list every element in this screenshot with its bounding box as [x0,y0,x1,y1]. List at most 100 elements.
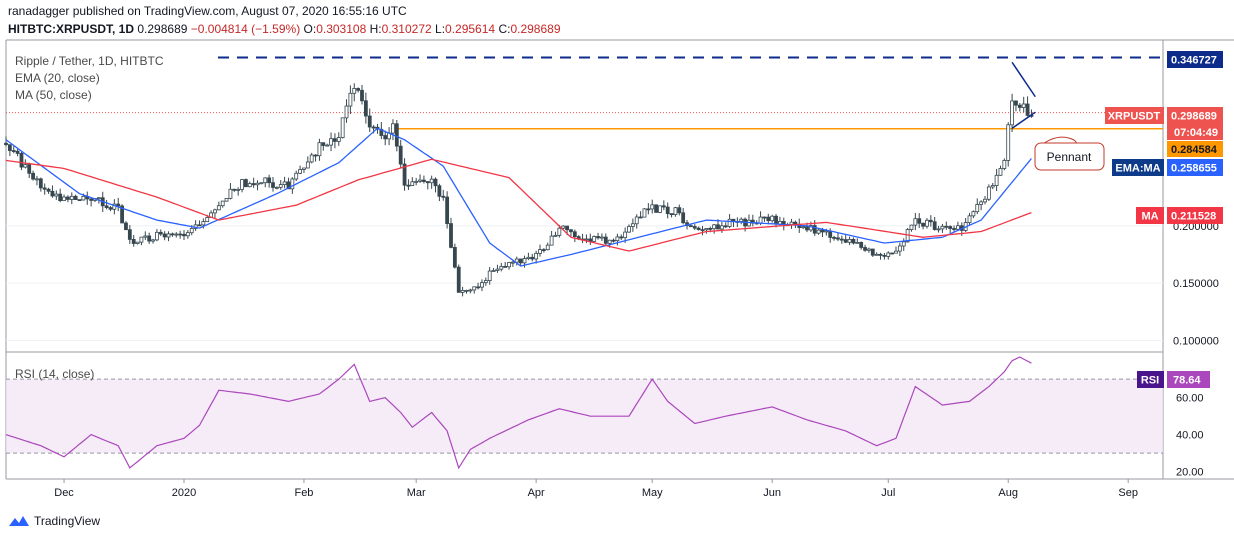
candle-body [410,181,415,186]
candle-body [859,241,864,248]
candle-body [255,182,260,186]
candle-body [708,227,713,230]
candle-body [162,233,167,238]
candle-body [1010,100,1014,126]
candle-body [596,236,600,239]
candle-body [317,142,322,157]
candle-body [638,216,643,219]
candle-body [321,142,326,146]
candle-body [936,228,941,231]
candle-body [394,123,399,147]
candle-body [650,204,655,210]
candle-body [406,184,411,187]
candle-body [549,235,554,246]
time-tick-label: Feb [294,487,313,499]
candle-body [31,172,35,180]
candle-body [216,205,221,211]
pennant: Pennant [1011,61,1105,171]
candle-body [630,223,635,227]
candle-body [46,188,51,192]
candle-body [820,229,825,233]
candle-body [557,227,562,236]
candle-body [495,268,500,271]
candle-body [62,196,66,202]
candle-body [874,253,879,256]
ma-tag-bg [1167,207,1223,224]
candle-body [228,188,233,199]
candle-body [371,126,376,129]
candle-body [909,224,914,230]
support-tag-bg [1167,141,1223,157]
candle-body [719,225,724,230]
rsi-tick-label: 20.00 [1176,467,1204,479]
candle-body [360,89,364,102]
candle-body [286,181,291,190]
tradingview-cloud-icon [9,516,29,526]
candle-body [561,225,566,229]
ma-name-tag: MA [1141,211,1158,223]
candle-body [120,205,124,224]
candle-body [681,212,686,224]
candle-body [716,224,720,230]
countdown-tag: 07:04:49 [1174,127,1218,139]
candle-body [309,154,314,163]
h-value: 0.310272 [381,22,432,36]
rsi-name-tag: RSI [1141,375,1159,387]
candle-body [251,183,256,186]
candle-body [689,225,693,228]
candle-body [77,199,82,202]
candle-body [952,228,956,230]
candle-body [325,144,330,147]
candle-body [476,286,480,289]
symbol-tag-bg [1105,107,1164,124]
ma-tag: 0.211528 [1171,211,1216,223]
candle-body [456,266,461,293]
candle-body [816,229,821,234]
candle-body [66,196,70,200]
candle-body [665,206,670,215]
candle-body [329,138,333,146]
candle-body [855,241,860,244]
candle-body [240,179,244,190]
ohlc-line: HITBTC:XRPUSDT, 1D 0.298689 −0.004814 (−… [8,22,561,36]
candle-body [383,135,388,140]
ma50-line [5,158,1032,252]
price-tags: 0.346727 XRPUSDT 0.298689 07:04:49 0.284584 E… [1105,51,1223,388]
price-tick-label: 0.100000 [1173,336,1219,348]
candle-body [108,207,113,210]
candle-body [569,229,573,233]
candle-body [1014,100,1018,106]
o-value: 0.303108 [316,22,367,36]
candle-body [514,258,519,263]
rsi-line [5,356,1032,470]
tradingview-logo[interactable]: TradingView [8,514,100,528]
candle-body [69,195,74,200]
candle-body [518,258,523,264]
candle-body [135,241,140,244]
candle-body [1002,160,1007,169]
candle-body [499,265,504,270]
candle-body [54,193,59,197]
candle-body [363,100,368,117]
l-value: 0.295614 [445,22,496,36]
legend-ma: MA (50, close) [15,88,92,102]
candle-body [274,186,279,189]
candle-body [429,178,434,184]
candle-body [921,222,925,227]
candle-body [712,224,717,230]
ema-tag-bg [1167,159,1223,176]
candle-body [116,203,121,207]
c-value: 0.298689 [510,22,561,36]
candle-body [758,216,763,224]
candle-body [220,200,225,207]
candle-body [433,178,438,187]
candle-body [158,231,163,235]
candle-body [23,164,28,168]
candle-body [538,249,542,254]
candle-body [739,218,744,222]
candle-body [553,234,558,237]
candle-body [975,204,980,213]
candle-body [491,270,496,272]
candle-body [414,180,419,183]
